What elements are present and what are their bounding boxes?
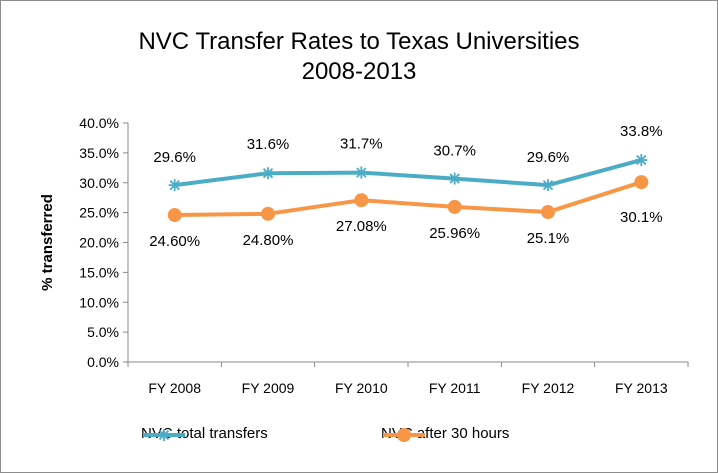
data-label: 31.6%	[247, 136, 290, 153]
data-point	[541, 205, 555, 220]
y-tick-label: 40.0%	[79, 115, 119, 131]
chart-title: NVC Transfer Rates to Texas Universities…	[1, 27, 717, 87]
series-line-1	[174, 180, 642, 218]
x-tick-label: FY 2009	[242, 380, 295, 396]
y-tick-label: 5.0%	[87, 324, 119, 340]
data-label: 30.1%	[620, 209, 663, 226]
legend-item-after-30-hours: NVC after 30 hours	[381, 425, 509, 442]
data-point	[542, 179, 554, 192]
y-tick-label: 10.0%	[79, 294, 119, 310]
legend-label-total-transfers: NVC total transfers	[141, 425, 268, 442]
data-label: 25.96%	[429, 225, 480, 242]
legend-swatch-total-transfers	[143, 429, 185, 441]
data-point	[447, 199, 462, 214]
x-tick-label: FY 2011	[429, 380, 481, 396]
y-tick-label: 15.0%	[79, 264, 119, 280]
y-axis-label: % transferred	[39, 194, 56, 291]
x-tick-label: FY 2008	[148, 380, 201, 396]
chart-legend: NVC total transfers NVC after 30 hours	[1, 425, 717, 449]
data-label: 27.08%	[336, 218, 387, 235]
data-point	[634, 175, 649, 190]
y-tick-label: 30.0%	[79, 175, 119, 191]
data-point	[167, 208, 182, 223]
x-tick-label: FY 2013	[615, 380, 668, 396]
data-label: 24.80%	[243, 232, 294, 249]
data-label: 29.6%	[527, 149, 570, 166]
data-point	[168, 179, 181, 192]
y-tick-label: 25.0%	[79, 205, 119, 221]
chart-plot: 0.0% 5.0% 10.0% 15.0% 20.0% 25.0% 30.0% 35.0% 40…	[39, 115, 689, 396]
data-point	[354, 193, 369, 208]
data-point	[262, 167, 274, 180]
data-label: 33.8%	[620, 123, 663, 140]
legend-label-after-30-hours: NVC after 30 hours	[381, 425, 510, 442]
x-tick-label: FY 2010	[335, 380, 388, 396]
data-point	[261, 206, 275, 221]
series-line-0	[174, 158, 642, 188]
data-label: 25.1%	[527, 230, 570, 247]
data-label: 30.7%	[433, 143, 476, 160]
data-label: 31.7%	[340, 136, 383, 153]
y-tick-label: 20.0%	[79, 235, 119, 251]
data-label: 24.60%	[149, 233, 200, 250]
chart-title-line-1: NVC Transfer Rates to Texas Universities	[138, 28, 580, 55]
data-label: 29.6%	[153, 149, 196, 166]
chart-title-line-2: 2008-2013	[301, 58, 417, 85]
legend-item-total-transfers: NVC total transfers	[141, 425, 268, 442]
data-point	[355, 166, 368, 179]
data-point	[635, 154, 648, 167]
x-tick-label: FY 2012	[522, 380, 575, 396]
data-point	[448, 172, 461, 185]
y-tick-label: 0.0%	[87, 354, 119, 370]
legend-swatch-after-30-hours	[383, 428, 425, 442]
y-tick-label: 35.0%	[79, 145, 119, 161]
